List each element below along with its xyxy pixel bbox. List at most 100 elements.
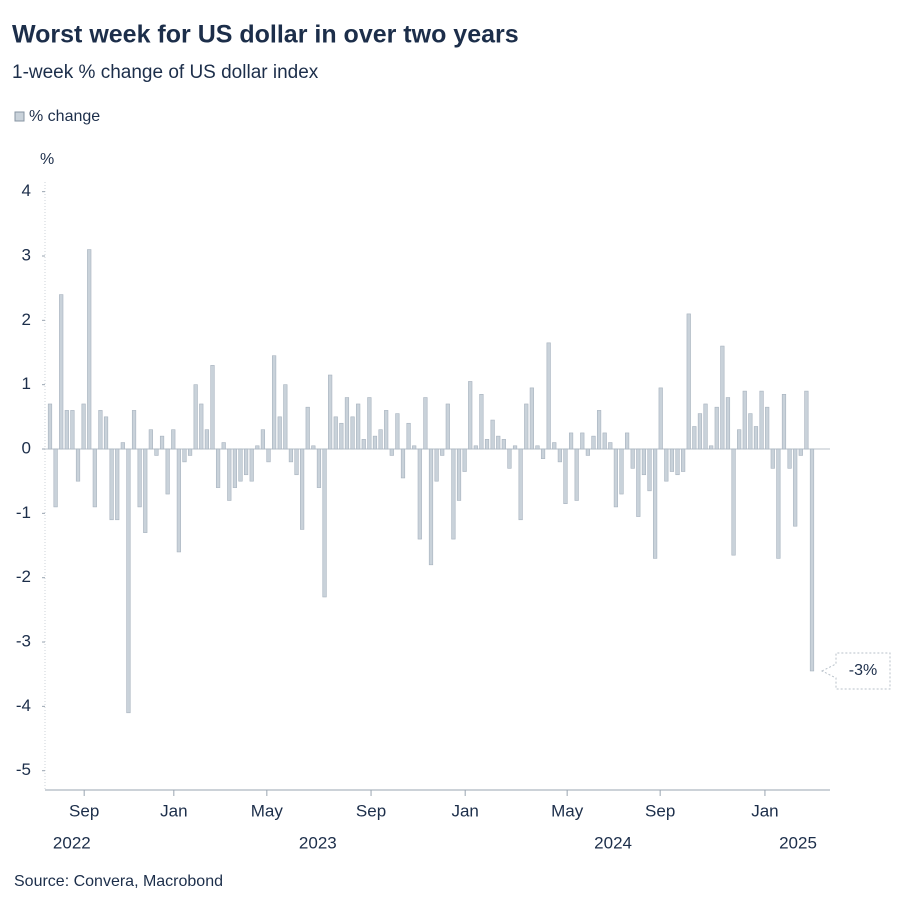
bar xyxy=(596,410,602,450)
bar xyxy=(568,432,574,450)
annotation: -3% xyxy=(849,662,877,679)
bar xyxy=(356,403,361,450)
year-label: 2022 xyxy=(53,833,91,852)
year-label: 2023 xyxy=(299,833,337,852)
bar xyxy=(546,342,551,450)
bar xyxy=(193,384,198,450)
bar xyxy=(64,410,69,450)
bar xyxy=(720,345,725,450)
bar xyxy=(322,448,327,598)
bar xyxy=(277,416,282,450)
bar xyxy=(440,448,445,456)
bar xyxy=(126,448,131,714)
bar xyxy=(664,448,669,482)
y-tick-label: 4 xyxy=(22,181,31,200)
x-tick-label: Sep xyxy=(645,801,675,820)
bar xyxy=(154,448,159,456)
bar xyxy=(781,394,787,450)
bar xyxy=(809,448,815,672)
bar xyxy=(798,448,803,456)
x-tick-label: Jan xyxy=(751,801,778,820)
bar xyxy=(131,410,137,450)
bar xyxy=(619,448,624,495)
bar xyxy=(742,390,747,450)
bar xyxy=(171,429,176,450)
bar xyxy=(557,448,562,463)
bar xyxy=(793,448,798,527)
bar xyxy=(765,406,770,450)
bar xyxy=(148,429,153,450)
x-tick-label: Sep xyxy=(356,801,386,820)
bar xyxy=(434,448,439,482)
bar xyxy=(255,445,260,450)
x-tick-label: Jan xyxy=(160,801,187,820)
bar xyxy=(462,448,467,472)
y-tick-label: -4 xyxy=(16,696,31,715)
bar xyxy=(580,432,585,450)
bar xyxy=(737,429,742,450)
bar xyxy=(272,355,277,450)
bar xyxy=(59,294,64,450)
bar xyxy=(697,413,703,450)
annotation-box xyxy=(820,652,891,690)
bar xyxy=(137,448,142,508)
bar xyxy=(658,387,663,450)
bar xyxy=(675,448,680,476)
bar xyxy=(574,448,579,501)
bar xyxy=(602,432,607,450)
bar xyxy=(350,416,355,450)
bar xyxy=(283,384,288,450)
bar xyxy=(585,448,590,456)
bar xyxy=(70,410,75,450)
bar xyxy=(227,448,232,501)
bar xyxy=(731,448,736,556)
bar xyxy=(187,448,193,456)
x-tick-label: May xyxy=(551,801,584,820)
bar xyxy=(288,448,294,463)
y-axis-label: % xyxy=(40,151,54,168)
bar xyxy=(210,365,215,450)
year-label: 2025 xyxy=(779,833,817,852)
bar xyxy=(787,448,792,469)
bar xyxy=(630,448,635,469)
bar xyxy=(204,429,209,450)
y-tick-label: -1 xyxy=(16,503,31,522)
bar xyxy=(512,445,518,450)
bar xyxy=(417,448,422,540)
bar xyxy=(456,448,462,501)
bar xyxy=(748,413,753,450)
bar xyxy=(260,429,266,450)
bar xyxy=(692,426,697,450)
bar xyxy=(535,445,540,450)
bar xyxy=(311,445,316,450)
bar xyxy=(725,397,731,450)
bar xyxy=(367,397,372,450)
bar xyxy=(473,445,478,450)
x-tick-label: May xyxy=(251,801,284,820)
bar xyxy=(165,448,170,495)
source: Source: Convera, Macrobond xyxy=(14,873,223,890)
bar xyxy=(92,448,97,508)
bar xyxy=(406,422,411,450)
y-tick-label: 2 xyxy=(22,310,31,329)
bar xyxy=(714,406,719,450)
bar xyxy=(400,448,406,479)
bar xyxy=(501,439,506,450)
bar xyxy=(389,448,394,456)
bar xyxy=(613,448,618,508)
bar xyxy=(372,435,378,450)
bar xyxy=(305,406,310,450)
bar xyxy=(120,442,125,450)
y-tick-label: 0 xyxy=(22,438,31,457)
bar xyxy=(653,448,658,559)
bar xyxy=(115,448,120,521)
y-tick-label: -3 xyxy=(16,632,31,651)
bar xyxy=(669,448,675,472)
bar xyxy=(378,429,383,450)
bar xyxy=(507,448,512,469)
bar xyxy=(484,439,490,450)
bar xyxy=(540,448,546,459)
bar xyxy=(753,426,759,450)
bar xyxy=(608,442,613,450)
x-tick-label: Sep xyxy=(69,801,99,820)
